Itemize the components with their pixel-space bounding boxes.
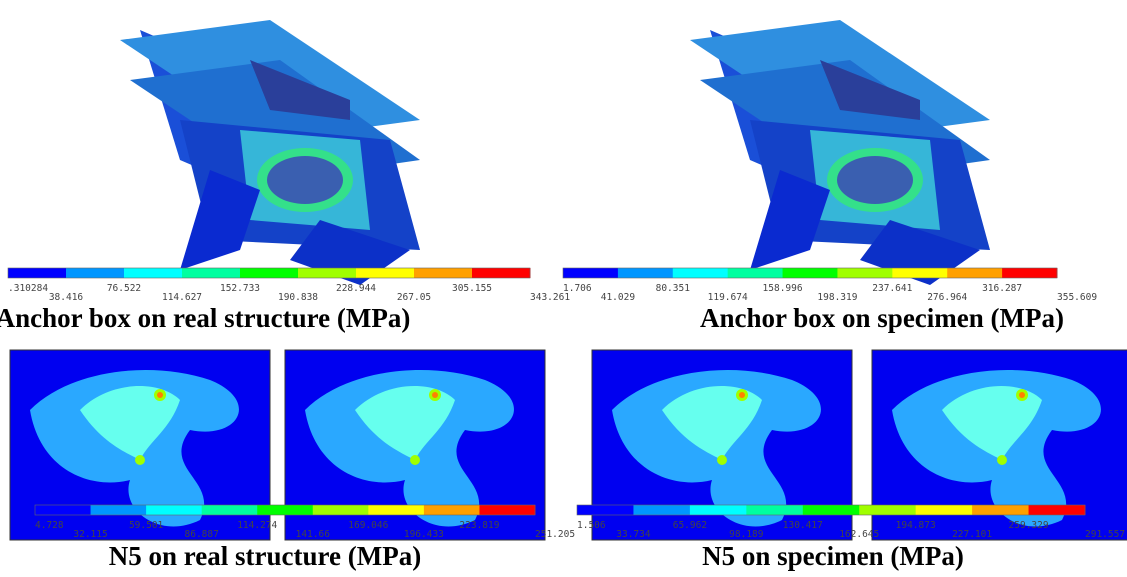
- scale-label: 198.319: [817, 292, 857, 303]
- scale-label: 119.674: [708, 292, 748, 303]
- colorbar-band: [257, 505, 313, 515]
- colorbar-band: [124, 268, 183, 278]
- colorbar-band: [783, 268, 838, 278]
- colorbar-band: [368, 505, 424, 515]
- colorbar-band: [91, 505, 147, 515]
- colorbar-band: [66, 268, 125, 278]
- figure: .31028438.416 76.522 114.627 152.733 190.838…: [0, 0, 1127, 577]
- scale-label: 141.66: [296, 529, 331, 540]
- scale-label: 267.05: [397, 292, 431, 303]
- scale-label: 1.706: [563, 283, 592, 294]
- colorbar-band: [313, 505, 369, 515]
- colorbar-band: [837, 268, 892, 278]
- colorbar-band: [728, 268, 783, 278]
- colorbar-band: [690, 505, 747, 515]
- caption: N5 on specimen (MPa): [702, 541, 964, 571]
- scale-label: 80.351: [656, 283, 691, 294]
- scale-label: 152.733: [220, 283, 260, 294]
- scale-label: 38.416: [49, 292, 84, 303]
- colorbar-band: [633, 505, 690, 515]
- scale-label: 276.964: [927, 292, 967, 303]
- scale-label: 1.506: [577, 520, 606, 531]
- scale-label: 169.046: [348, 520, 388, 531]
- scale-label: 251.205: [535, 529, 575, 540]
- scale-label: 237.641: [872, 283, 912, 294]
- colorbar-band: [240, 268, 299, 278]
- scale-label: 223.819: [459, 520, 499, 531]
- scale-label: 114.627: [162, 292, 202, 303]
- scale-label: 114.274: [237, 520, 277, 531]
- colorbar-band: [414, 268, 473, 278]
- colorbar-band: [892, 268, 947, 278]
- colorbar-band: [202, 505, 258, 515]
- scale-label: 158.996: [763, 283, 803, 294]
- colorbar-band: [947, 268, 1002, 278]
- scale-label: 227.101: [952, 529, 992, 540]
- fem-plot: [120, 20, 420, 285]
- scale-label: 162.645: [839, 529, 879, 540]
- scale-label: 130.417: [783, 520, 823, 531]
- scale-label: 98.189: [729, 529, 764, 540]
- colorbar-band: [8, 268, 67, 278]
- scale-label: 33.734: [616, 529, 651, 540]
- caption: Anchor box on real structure (MPa): [0, 303, 410, 333]
- fem-plot: [690, 20, 990, 285]
- scale-label: 76.522: [107, 283, 141, 294]
- scale-label: 259.329: [1009, 520, 1049, 531]
- scale-label: 316.287: [982, 283, 1022, 294]
- caption: N5 on real structure (MPa): [109, 541, 421, 571]
- colorbar-band: [356, 268, 415, 278]
- colorbar-band: [424, 505, 480, 515]
- scale-label: 305.155: [452, 283, 492, 294]
- scale-label: 196.433: [404, 529, 444, 540]
- colorbar-band: [577, 505, 634, 515]
- colorbar-band: [916, 505, 973, 515]
- scale-label: 32.115: [73, 529, 107, 540]
- scale-label: .310284: [8, 283, 48, 294]
- scale-label: 86.887: [185, 529, 219, 540]
- scale-label: 59.501: [129, 520, 164, 531]
- scale-label: 355.609: [1057, 292, 1097, 303]
- colorbar-band: [479, 505, 535, 515]
- scale-label: 194.873: [896, 520, 936, 531]
- colorbar-band: [673, 268, 728, 278]
- colorbar-band: [859, 505, 916, 515]
- colorbar-band: [972, 505, 1029, 515]
- colorbar-band: [563, 268, 618, 278]
- colorbar-band: [1029, 505, 1086, 515]
- colorbar-band: [1002, 268, 1057, 278]
- scale-label: 291.557: [1085, 529, 1125, 540]
- colorbar-band: [146, 505, 202, 515]
- colorbar-band: [618, 268, 673, 278]
- colorbar-band: [746, 505, 803, 515]
- colorbar-band: [35, 505, 91, 515]
- scale-label: 228.944: [336, 283, 376, 294]
- colorbar-band: [803, 505, 860, 515]
- scale-label: 41.029: [601, 292, 636, 303]
- caption: Anchor box on specimen (MPa): [700, 303, 1064, 333]
- scale-label: 190.838: [278, 292, 318, 303]
- colorbar-band: [298, 268, 357, 278]
- scale-label: 65.962: [673, 520, 707, 531]
- colorbar-band: [472, 268, 531, 278]
- colorbar-band: [182, 268, 241, 278]
- scale-label: 4.728: [35, 520, 64, 531]
